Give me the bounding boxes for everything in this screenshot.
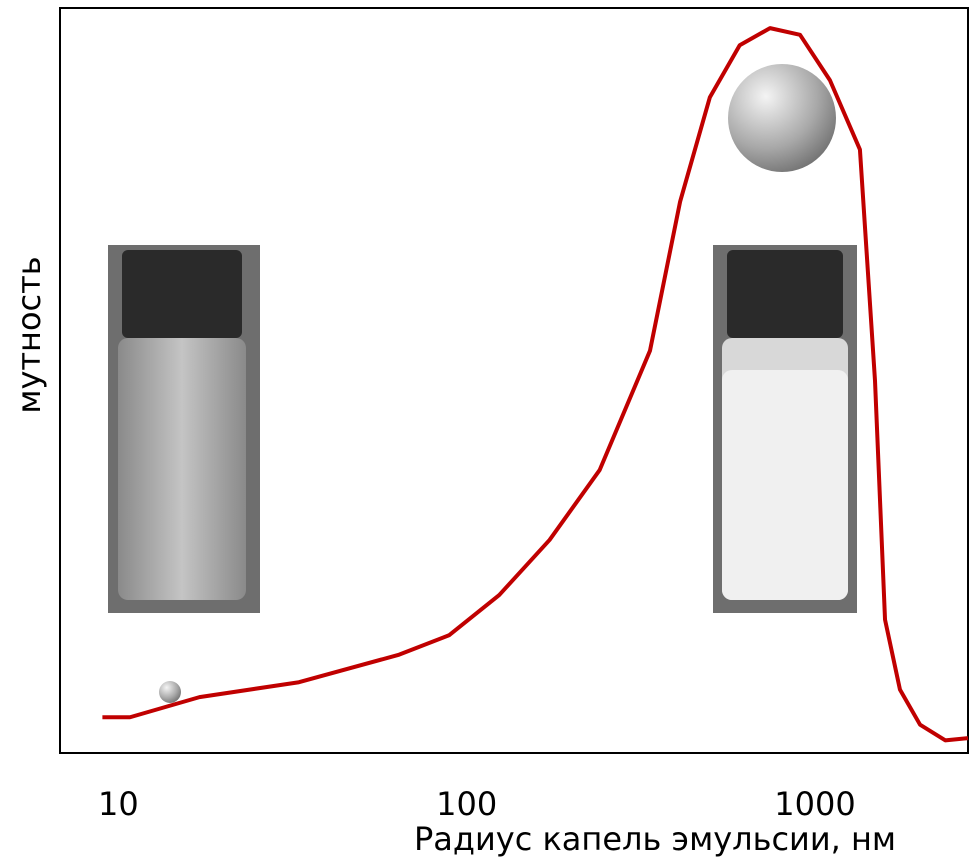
x-tick-label: 100: [436, 785, 497, 823]
large-droplet: [728, 64, 836, 172]
small-droplet: [159, 681, 181, 703]
x-axis-label: Радиус капель эмульсии, нм: [414, 820, 896, 858]
chart: Радиус капель эмульсии, нм мутность 10 10…: [0, 0, 975, 868]
vial-clear: [108, 245, 260, 613]
vial-turbid: [713, 245, 857, 613]
x-tick-label: 1000: [774, 785, 855, 823]
y-axis-label: мутность: [10, 256, 48, 413]
x-tick-label: 10: [98, 785, 139, 823]
